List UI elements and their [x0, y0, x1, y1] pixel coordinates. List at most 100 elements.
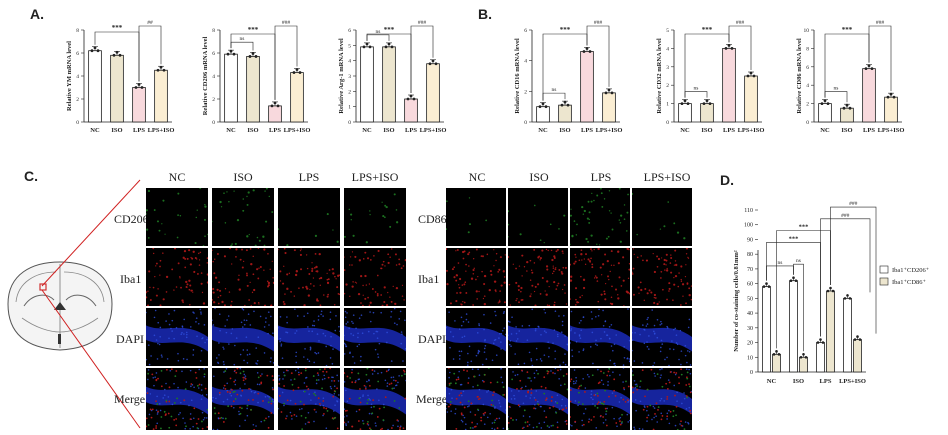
data-point — [683, 99, 687, 102]
data-point — [428, 62, 432, 66]
bar — [360, 46, 374, 123]
chart-costaining: 0 10 20 30 40 50 60 70 80 90 100 110 Number of co-st… — [728, 196, 938, 396]
significance-label: ns — [376, 29, 381, 35]
chart-cd86: 0 2 4 6 8 10 Relative CD86 mRNA level NC ISO LPS L… — [796, 18, 908, 158]
data-point — [431, 59, 435, 63]
data-point — [365, 42, 369, 46]
significance-label: *** — [560, 26, 571, 34]
data-point — [563, 100, 567, 104]
micro-dapi-tile — [212, 308, 274, 366]
x-tick-label: LPS+ISO — [148, 127, 175, 134]
data-point — [362, 45, 366, 49]
y-axis-label: Number of co-staining cells/0.81mm² — [733, 250, 740, 352]
y-tick-label: 1 — [348, 105, 351, 111]
zoom-line-bottom — [41, 289, 141, 429]
micro-dapi-tile — [278, 308, 340, 366]
data-point — [892, 95, 896, 99]
significance-bracket — [830, 206, 877, 334]
x-tick-label: LPS — [723, 127, 735, 134]
y-tick-label: 2 — [212, 97, 215, 103]
data-point — [705, 99, 709, 102]
data-point — [765, 282, 768, 285]
bar — [722, 47, 736, 123]
costain-svg: 0 10 20 30 40 50 60 70 80 90 100 110 Number of co-st… — [733, 201, 930, 385]
chart-ym1: 0 2 4 6 8 Relative YM mRNA level NC ISO LPS LPS+I… — [66, 18, 178, 158]
data-point — [566, 103, 570, 107]
y-tick-label: 0 — [750, 370, 753, 376]
chart-cd16: 0 2 4 6 Relative CD16 mRNA level NC ISO LPS LPS+… — [514, 18, 626, 158]
data-point — [607, 88, 611, 92]
significance-label: ### — [282, 20, 291, 26]
data-point — [853, 338, 857, 341]
data-point — [541, 102, 545, 106]
data-point — [115, 50, 119, 54]
x-tick-label: ISO — [841, 127, 852, 134]
y-tick-label: 4 — [666, 46, 669, 52]
data-point — [889, 92, 893, 96]
y-tick-label: 2 — [806, 102, 809, 108]
x-tick-label: NC — [90, 127, 100, 134]
significance-label: ### — [594, 20, 603, 26]
data-point — [826, 102, 830, 105]
data-point — [229, 49, 233, 53]
significance-label: ### — [849, 201, 858, 207]
brain-section-diagram — [7, 261, 113, 351]
legend-swatch — [879, 265, 889, 274]
data-point — [680, 102, 684, 105]
y-tick-label: 70 — [747, 267, 753, 273]
data-point — [767, 285, 771, 288]
data-point — [276, 104, 280, 108]
data-point — [409, 94, 413, 98]
data-point — [140, 86, 144, 89]
x-tick-label: LPS — [863, 127, 875, 134]
x-tick-label: LPS — [133, 127, 145, 134]
data-point — [248, 55, 252, 58]
y-tick-label: 110 — [744, 208, 753, 214]
data-point — [604, 91, 608, 95]
significance-label: ns — [778, 260, 783, 266]
x-tick-label: LPS+ISO — [284, 127, 311, 134]
x-tick-label: LPS+ISO — [738, 127, 765, 134]
data-point — [273, 101, 277, 105]
micro-iba1-tile — [570, 248, 630, 306]
x-tick-label: ISO — [111, 127, 122, 134]
data-point — [226, 52, 230, 56]
col-label-lps-iso-right: LPS+ISO — [643, 170, 691, 184]
data-point — [858, 338, 862, 341]
row-label-dapi-left: DAPI — [116, 332, 145, 346]
micro-cd86-tile — [508, 188, 568, 246]
x-tick-label: LPS+ISO — [420, 127, 447, 134]
micro-merge-tile — [278, 368, 340, 430]
x-tick-label: LPS+ISO — [839, 378, 866, 385]
micro-merge-tile — [344, 368, 406, 430]
data-point — [232, 52, 236, 56]
micro-iba1-tile — [344, 248, 406, 306]
y-tick-label: 4 — [806, 83, 809, 89]
micro-dapi-tile — [508, 308, 568, 366]
data-point — [775, 350, 778, 353]
micro-merge-tile — [632, 368, 692, 430]
x-tick-label: ISO — [701, 127, 712, 134]
x-tick-label: NC — [680, 127, 690, 134]
y-axis-label: Relative Arg-1 mRNA level — [338, 38, 345, 113]
data-point — [864, 67, 868, 71]
x-tick-label: LPS — [405, 127, 417, 134]
panel-letter-d: D. — [720, 172, 734, 188]
significance-label: ## — [147, 20, 153, 26]
data-point — [794, 279, 798, 282]
brain-midline-mark — [58, 334, 61, 344]
y-tick-label: 90 — [747, 237, 753, 243]
data-point — [848, 297, 852, 300]
significance-label: *** — [789, 235, 799, 242]
data-point — [820, 102, 824, 105]
y-tick-label: 5 — [348, 43, 351, 49]
micro-dapi-tile — [632, 308, 692, 366]
legend-label: Iba1⁺CD206⁺ — [892, 267, 930, 274]
x-tick-label: NC — [538, 127, 548, 134]
y-axis-label: Relative CD206 mRNA level — [202, 37, 209, 116]
data-point — [298, 71, 302, 74]
y-tick-label: 10 — [747, 355, 753, 361]
